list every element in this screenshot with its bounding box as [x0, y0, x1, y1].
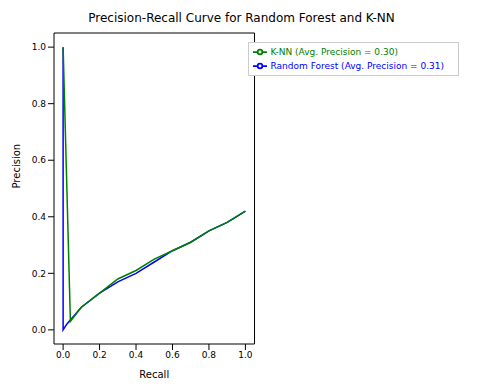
- svg-text:0.8: 0.8: [32, 99, 47, 109]
- svg-text:0.6: 0.6: [32, 155, 47, 165]
- svg-text:0.4: 0.4: [129, 350, 144, 360]
- svg-text:1.0: 1.0: [32, 42, 47, 52]
- svg-text:0.0: 0.0: [56, 350, 71, 360]
- svg-text:Recall: Recall: [139, 369, 169, 380]
- html-text:Random Forest (Avg. Precision: Random Forest (Avg. Precision = 0.31): [270, 60, 444, 71]
- svg-text:0.2: 0.2: [92, 350, 106, 360]
- html-text:Precision-Recall Curve for Ran: Precision-Recall Curve for Random Forest…: [88, 11, 395, 25]
- svg-text:0.0: 0.0: [32, 325, 47, 335]
- svg-text:0.2: 0.2: [32, 269, 46, 279]
- svg-text:Precision: Precision: [11, 144, 22, 189]
- svg-text:0.4: 0.4: [32, 212, 47, 222]
- svg-text:0.6: 0.6: [165, 350, 180, 360]
- svg-text:1.0: 1.0: [238, 350, 253, 360]
- html-text:K-NN (Avg. Precision = 0.30): K-NN (Avg. Precision = 0.30): [270, 46, 398, 57]
- svg-text:0.8: 0.8: [202, 350, 217, 360]
